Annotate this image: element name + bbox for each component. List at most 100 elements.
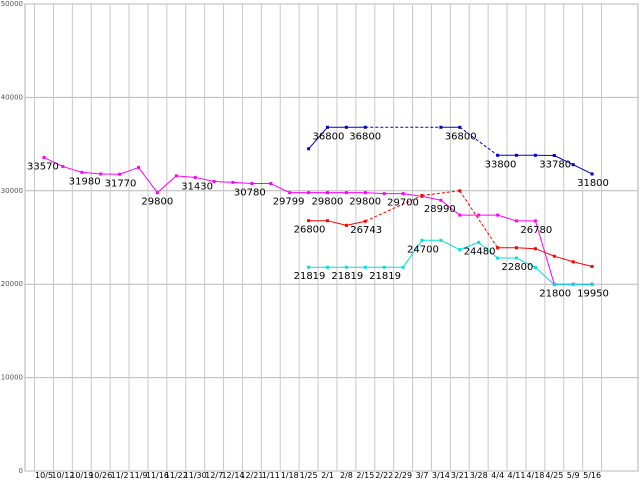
data-label: 24480 [464,246,496,257]
data-label: 36800 [349,131,381,142]
series-point [326,219,329,222]
series-point [307,266,310,269]
data-label: 21819 [369,271,401,282]
series-point [402,266,405,269]
series-point [591,265,594,268]
series-point [99,172,102,175]
y-tick-label: 50000 [1,0,23,8]
data-label: 29800 [349,197,381,208]
series-point [345,224,348,227]
series-point [326,191,329,194]
data-label: 29800 [312,197,344,208]
x-tick-label: 11/9 [130,471,148,480]
series-point [477,214,480,217]
data-label: 29800 [141,197,173,208]
series-segment [517,248,536,249]
x-tick-label: 4/11 [508,471,526,480]
series-point [364,191,367,194]
series-point [496,257,499,260]
series-point [383,192,386,195]
series-point [534,154,537,157]
data-label: 31800 [577,178,609,189]
data-label: 31430 [181,181,213,192]
data-label: 26800 [294,225,326,236]
x-tick-label: 4/25 [545,471,563,480]
x-tick-label: 2/29 [394,471,412,480]
series-point [307,219,310,222]
data-label: 33780 [539,159,571,170]
x-tick-label: 5/9 [567,471,580,480]
x-tick-label: 3/7 [416,471,429,480]
series-point [496,246,499,249]
x-tick-label: 10/5 [35,471,53,480]
plot-frame [25,4,638,471]
x-tick-label: 3/28 [470,471,488,480]
series-point [534,266,537,269]
series-segment [422,191,460,196]
x-tick-label: 2/15 [356,471,374,480]
data-label: 26780 [520,225,552,236]
y-tick-label: 10000 [1,374,23,382]
series-point [477,241,480,244]
data-label: 33570 [27,161,59,172]
series-point [345,126,348,129]
series-point [118,173,121,176]
series-point [458,248,461,251]
series-point [80,171,83,174]
series-point [175,174,178,177]
series-point [591,283,594,286]
data-label: 28990 [424,204,456,215]
x-tick-label: 4/4 [491,471,504,480]
series-point [553,283,556,286]
data-label: 21819 [331,271,363,282]
series-point [439,126,442,129]
series-point [364,126,367,129]
data-label: 26743 [350,225,382,236]
data-label: 33800 [485,159,517,170]
x-tick-label: 2/8 [340,471,353,480]
x-tick-label: 11/30 [184,471,207,480]
series-point [156,191,159,194]
series-point [250,182,253,185]
series-point [421,194,424,197]
series-point [515,246,518,249]
data-label: 31980 [69,176,101,187]
x-tick-label: 3/14 [432,471,450,480]
x-tick-label: 2/1 [321,471,334,480]
series-point [307,147,310,150]
series-point [458,126,461,129]
series-point [515,219,518,222]
data-label: 24700 [407,244,439,255]
data-label: 21800 [539,289,571,300]
grid [25,4,638,471]
series-point [572,283,575,286]
x-tick-label: 11/2 [111,471,129,480]
series-segment [365,193,384,194]
y-tick-label: 20000 [1,280,23,288]
series-segment [214,181,233,182]
data-label: 36800 [445,131,477,142]
series-point [288,191,291,194]
series-point [43,156,46,159]
data-label: 22800 [502,262,534,273]
series-point [439,239,442,242]
series-point [553,154,556,157]
series-point [345,266,348,269]
series-point [515,154,518,157]
x-tick-label: 1/11 [262,471,280,480]
y-tick-label: 0 [19,467,23,475]
x-tick-label: 4/18 [526,471,544,480]
series-point [326,266,329,269]
data-label: 31770 [105,178,137,189]
x-tick-label: 10/26 [89,471,112,480]
series-point [402,192,405,195]
series-point [572,260,575,263]
x-tick-label: 1/25 [300,471,318,480]
data-label: 36800 [313,131,345,142]
data-label: 21819 [294,271,326,282]
series-point [383,266,386,269]
series-point [364,266,367,269]
series-point [213,180,216,183]
series-point [307,191,310,194]
